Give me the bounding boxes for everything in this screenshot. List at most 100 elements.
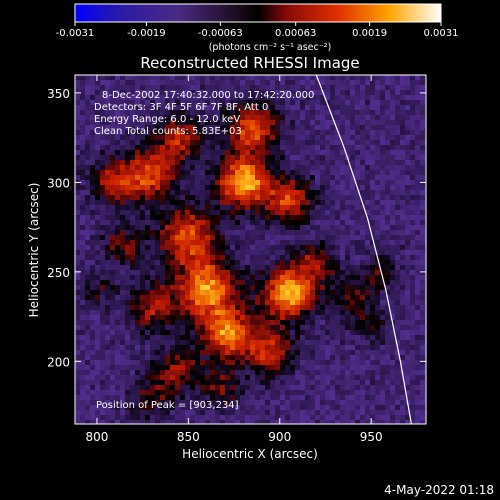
heatmap-cell [265,80,271,86]
heatmap-cell [335,170,341,176]
heatmap-cell [410,320,416,326]
heatmap-cell [215,295,221,301]
heatmap-cell [145,190,151,196]
heatmap-cell [300,120,306,126]
heatmap-cell [225,290,231,296]
heatmap-cell [165,90,171,96]
heatmap-cell [370,295,376,301]
heatmap-cell [235,195,241,201]
heatmap-cell [80,295,86,301]
heatmap-cell [280,90,286,96]
heatmap-cell [270,415,276,421]
heatmap-cell [85,250,91,256]
heatmap-cell [110,330,116,336]
heatmap-cell [330,330,336,336]
heatmap-cell [320,210,326,216]
heatmap-cell [230,120,236,126]
heatmap-cell [240,355,246,361]
heatmap-cell [395,400,401,406]
heatmap-cell [340,250,346,256]
heatmap-cell [220,105,226,111]
heatmap-cell [220,390,226,396]
heatmap-cell [350,225,356,231]
heatmap-cell [350,380,356,386]
heatmap-cell [195,275,201,281]
heatmap-cell [150,380,156,386]
heatmap-cell [75,110,81,116]
heatmap-cell [115,400,121,406]
heatmap-cell [245,190,251,196]
heatmap-cell [315,245,321,251]
heatmap-cell [275,305,281,311]
heatmap-cell [110,355,116,361]
heatmap-cell [365,155,371,161]
heatmap-cell [130,295,136,301]
heatmap-cell [340,105,346,111]
heatmap-cell [325,155,331,161]
heatmap-cell [385,185,391,191]
heatmap-cell [105,365,111,371]
heatmap-cell [365,395,371,401]
heatmap-cell [260,155,266,161]
heatmap-cell [120,135,126,141]
heatmap-cell [380,180,386,186]
heatmap-cell [245,385,251,391]
heatmap-cell [245,230,251,236]
heatmap-cell [280,375,286,381]
heatmap-cell [415,320,421,326]
heatmap-cell [135,200,141,206]
heatmap-cell [160,75,166,81]
heatmap-cell [230,410,236,416]
heatmap-cell [240,280,246,286]
heatmap-cell [250,175,256,181]
heatmap-cell [160,145,166,151]
heatmap-cell [305,400,311,406]
heatmap-cell [305,220,311,226]
heatmap-cell [345,390,351,396]
heatmap-cell [220,295,226,301]
heatmap-cell [360,350,366,356]
heatmap-cell [330,135,336,141]
heatmap-cell [185,320,191,326]
heatmap-cell [220,335,226,341]
heatmap-cell [255,225,261,231]
heatmap-cell [125,130,131,136]
heatmap-cell [135,355,141,361]
heatmap-cell [265,295,271,301]
heatmap-cell [295,295,301,301]
heatmap-cell [410,75,416,81]
heatmap-cell [145,180,151,186]
heatmap-cell [100,155,106,161]
heatmap-cell [125,120,131,126]
heatmap-cell [330,415,336,421]
heatmap-cell [360,120,366,126]
heatmap-cell [100,120,106,126]
heatmap-cell [215,250,221,256]
heatmap-cell [210,270,216,276]
heatmap-cell [285,265,291,271]
heatmap-cell [120,405,126,411]
heatmap-cell [160,100,166,106]
heatmap-cell [160,235,166,241]
heatmap-cell [75,195,81,201]
heatmap-cell [95,75,101,81]
heatmap-cell [375,160,381,166]
heatmap-cell [275,165,281,171]
heatmap-cell [390,405,396,411]
heatmap-cell [165,150,171,156]
heatmap-cell [80,200,86,206]
heatmap-cell [185,275,191,281]
heatmap-cell [180,410,186,416]
heatmap-cell [310,195,316,201]
heatmap-cell [160,385,166,391]
heatmap-cell [305,315,311,321]
heatmap-cell [165,355,171,361]
heatmap-cell [100,255,106,261]
heatmap-cell [135,400,141,406]
heatmap-cell [220,200,226,206]
heatmap-cell [260,310,266,316]
heatmap-cell [165,330,171,336]
heatmap-cell [195,110,201,116]
heatmap-cell [120,395,126,401]
heatmap-cell [215,255,221,261]
